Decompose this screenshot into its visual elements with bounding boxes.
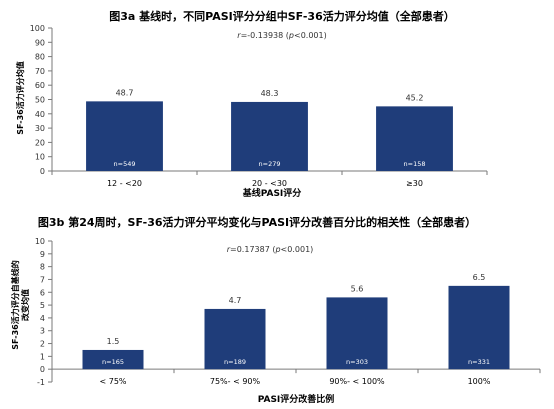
chart-b-bar — [82, 349, 144, 370]
chart-b-y-tick-label: 1 — [40, 352, 45, 361]
chart-b-y-tick-label: 3 — [40, 327, 45, 336]
chart-b-y-axis-label: SF-36活力评分自基线的 改变均值 — [10, 260, 30, 349]
chart-b-category-label: < 75% — [99, 377, 126, 386]
chart-b-correlation: r=0.17387 (p<0.001) — [227, 245, 314, 254]
chart-a-y-tick-label: 70 — [35, 67, 45, 76]
chart-a-category-label: 12 - <20 — [107, 179, 142, 188]
chart-a-bar — [86, 101, 163, 171]
chart-a-bars: 48.7 n=549 48.3 n=279 45.2 n=158 — [86, 88, 453, 171]
chart-b-y-tick-label: 4 — [40, 314, 45, 323]
chart-a-y-tick-label: 40 — [35, 110, 45, 119]
chart-b-value-label: 5.6 — [351, 284, 364, 293]
chart-a-title: 图3a 基线时，不同PASI评分分组中SF-36活力评分均值（全部患者） — [109, 9, 454, 23]
chart-a-y-tick-label: 90 — [35, 38, 45, 47]
chart-a-y-tick-label: 20 — [35, 138, 45, 147]
chart-b-n-label: n=331 — [468, 358, 490, 366]
chart-a-y-tick-label: 30 — [35, 124, 45, 133]
chart-a-y-tick-label: 0 — [40, 167, 45, 176]
chart-a-y-tick-label: 60 — [35, 81, 45, 90]
chart-b-y-tick-label: 9 — [40, 250, 45, 259]
chart-a-y-axis-label: SF-36活力评分均值 — [15, 61, 25, 134]
chart-b-y-tick-label: -1 — [37, 378, 45, 387]
chart-a-y-tick-label: 10 — [35, 153, 45, 162]
chart-a: 图3a 基线时，不同PASI评分分组中SF-36活力评分均值（全部患者） r=-… — [15, 9, 488, 199]
chart-b-bar — [326, 297, 388, 370]
chart-a-category-label: 20 - <30 — [252, 179, 287, 188]
chart-b: 图3b 第24周时，SF-36活力评分平均变化与PASI评分改善百分比的相关性（… — [10, 215, 541, 405]
chart-b-title: 图3b 第24周时，SF-36活力评分平均变化与PASI评分改善百分比的相关性（… — [38, 215, 476, 229]
chart-b-value-label: 1.5 — [107, 337, 120, 346]
chart-b-y-axis-label-line-2: 改变均值 — [20, 289, 30, 321]
chart-a-y-tick-label: 80 — [35, 53, 45, 62]
chart-a-category-label: ≥30 — [406, 179, 423, 188]
chart-b-x-axis: < 75% 75%- < 90% 90%- < 100% 100% — [51, 368, 541, 386]
chart-a-value-label: 48.7 — [116, 88, 134, 97]
chart-b-bars: 1.5 n=165 4.7 n=189 5.6 n=303 6.5 n=331 — [82, 273, 510, 370]
chart-a-n-label: n=279 — [259, 160, 281, 168]
chart-a-bar — [376, 106, 453, 171]
chart-a-y-axis: 0 10 20 30 40 50 60 70 80 90 100 — [30, 24, 53, 176]
chart-b-value-label: 4.7 — [229, 296, 242, 305]
chart-b-y-tick-label: 5 — [40, 301, 45, 310]
chart-a-y-tick-label: 100 — [30, 24, 45, 33]
chart-b-y-tick-label: 8 — [40, 263, 45, 272]
chart-b-y-tick-label: 0 — [40, 365, 45, 374]
chart-b-y-tick-label: 10 — [35, 237, 45, 246]
chart-b-x-axis-label: PASI评分改善比例 — [258, 393, 335, 405]
chart-b-y-tick-label: 2 — [40, 340, 45, 349]
chart-a-correlation: r=-0.13938 (p<0.001) — [237, 31, 326, 40]
chart-a-x-axis: 12 - <20 20 - <30 ≥30 — [51, 170, 488, 188]
chart-a-bar — [231, 101, 308, 171]
chart-a-n-label: n=158 — [404, 160, 426, 168]
chart-b-y-axis: -1 0 1 2 3 4 5 6 7 8 9 10 — [35, 237, 53, 387]
chart-b-n-label: n=189 — [224, 358, 246, 366]
chart-a-x-axis-label: 基线PASI评分 — [242, 187, 302, 199]
chart-b-category-label: 100% — [468, 377, 491, 386]
chart-b-category-label: 90%- < 100% — [329, 377, 385, 386]
chart-a-value-label: 48.3 — [261, 89, 279, 98]
chart-b-bar — [448, 285, 510, 370]
chart-b-y-tick-label: 7 — [40, 275, 45, 284]
chart-a-value-label: 45.2 — [406, 93, 424, 102]
chart-b-y-tick-label: 6 — [40, 288, 45, 297]
chart-b-y-axis-label-line-1: SF-36活力评分自基线的 — [10, 260, 20, 349]
chart-a-n-label: n=549 — [114, 160, 136, 168]
chart-b-category-label: 75%- < 90% — [210, 377, 261, 386]
chart-b-bar — [204, 308, 266, 370]
chart-b-value-label: 6.5 — [473, 273, 486, 282]
chart-b-n-label: n=165 — [102, 358, 124, 366]
chart-b-n-label: n=303 — [346, 358, 368, 366]
chart-a-y-tick-label: 50 — [35, 96, 45, 105]
